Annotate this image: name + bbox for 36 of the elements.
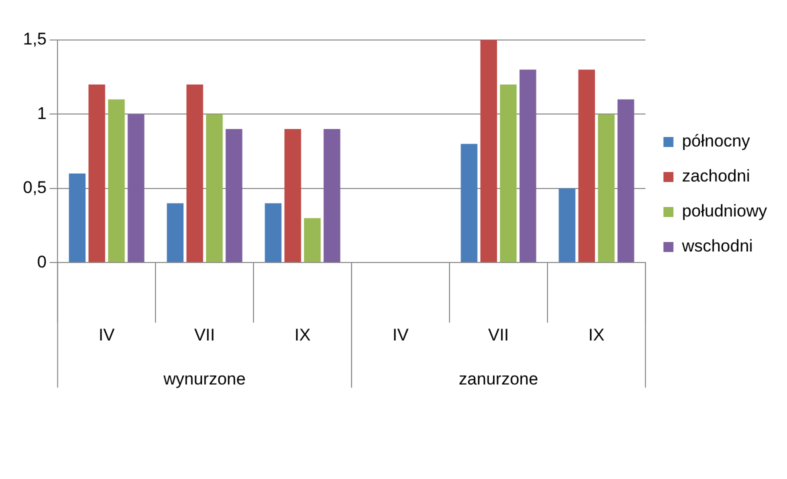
bar: [128, 114, 144, 262]
bar: [166, 203, 184, 262]
x-tick-label: IX: [294, 325, 311, 344]
bar: [460, 144, 478, 262]
bar: [618, 99, 634, 262]
bar: [558, 188, 576, 262]
y-tick-label: 1,5: [22, 30, 47, 49]
text: wynurzone: [162, 369, 246, 388]
y-tick-label: 0: [37, 252, 47, 272]
bar: [264, 203, 282, 262]
bar: [206, 114, 223, 262]
y-tick-label: 1: [37, 104, 47, 123]
bar: [108, 99, 125, 262]
x-tick-label: IV: [392, 325, 410, 344]
bar: [500, 84, 517, 262]
bar: [186, 84, 204, 262]
legend-label: zachodni: [682, 166, 750, 186]
x-tick-label: IV: [98, 325, 116, 344]
bar: [598, 114, 615, 262]
x-tick-label: IX: [588, 325, 604, 344]
bar: [480, 40, 498, 262]
bar: [324, 129, 340, 262]
legend-label: wschodni: [680, 236, 753, 256]
bar: [68, 174, 86, 262]
y-tick-label: 0,5: [22, 178, 47, 198]
legend-label: północny: [682, 132, 750, 151]
bar: [520, 70, 536, 262]
bar: [226, 129, 242, 262]
x-tick-label: VII: [488, 325, 509, 344]
text: zanurzone: [458, 369, 538, 388]
bar: [284, 129, 302, 262]
legend-label: południowy: [682, 202, 768, 221]
x-tick-label: VII: [194, 325, 215, 344]
bar: [578, 70, 595, 262]
bar: [304, 218, 321, 262]
bar: [88, 84, 106, 262]
